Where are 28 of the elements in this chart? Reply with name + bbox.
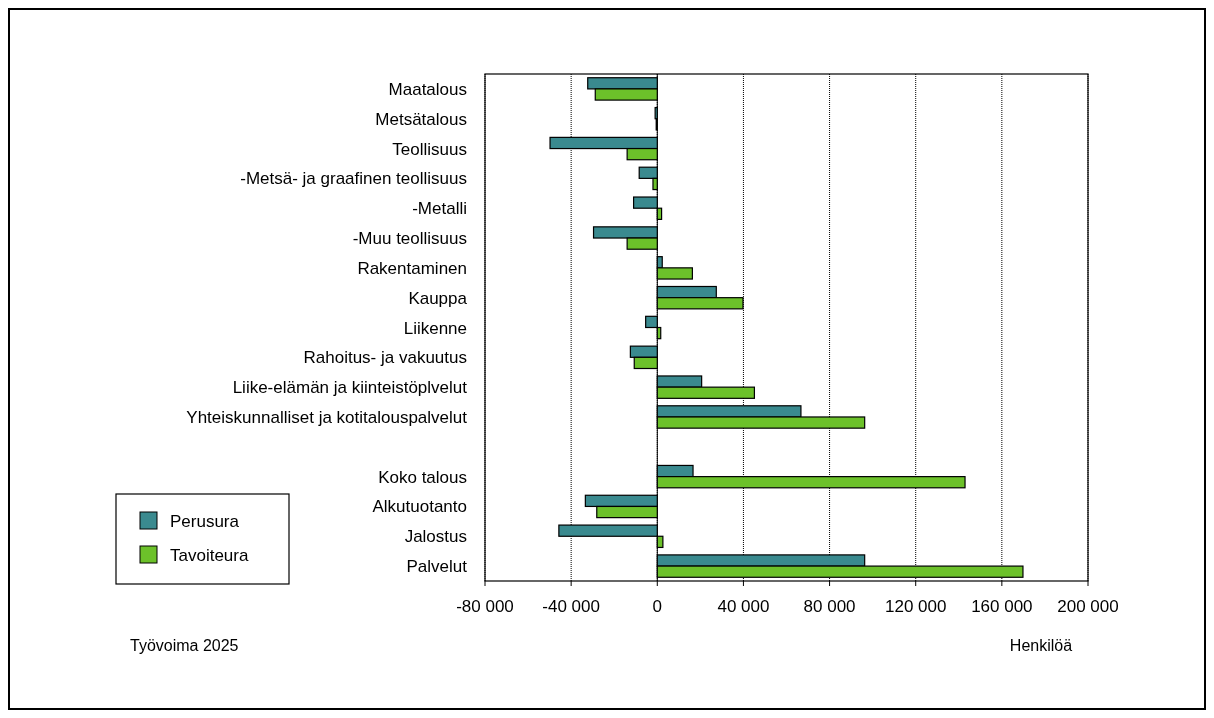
y-tick-label: Liike-elämän ja kiinteistöplvelut [232, 378, 468, 398]
y-tick-label: -Muu teollisuus [352, 229, 467, 249]
y-tick-label: -Metalli [412, 199, 467, 219]
x-tick-label: 160 000 [971, 597, 1033, 616]
x-tick-label: -80 000 [456, 597, 514, 616]
y-tick-label: Rahoitus- ja vakuutus [303, 348, 467, 368]
y-tick-label: Kauppa [408, 288, 468, 308]
legend-label: Perusura [170, 512, 240, 531]
x-tick-label: -40 000 [542, 597, 600, 616]
y-tick-label: Rakentaminen [357, 258, 467, 278]
x-tick-label: 200 000 [1057, 597, 1119, 616]
y-tick-label: Liikenne [403, 318, 467, 338]
y-tick-label: Maatalous [388, 79, 467, 99]
x-tick-label: 40 000 [717, 597, 770, 616]
x-axis-title: Henkilöä [1009, 637, 1073, 654]
y-tick-label: Metsätalous [375, 109, 467, 129]
y-tick-label: Jalostus [404, 527, 467, 547]
y-tick-label: -Metsä- ja graafinen teollisuus [240, 169, 467, 189]
y-tick-label: Teollisuus [392, 139, 467, 159]
y-tick-label: Yhteiskunnalliset ja kotitalouspalvelut [186, 407, 468, 427]
legend-label: Tavoiteura [170, 546, 249, 565]
y-tick-label: Palvelut [406, 557, 468, 577]
y-tick-label: Koko talous [378, 467, 467, 487]
x-tick-label: 120 000 [884, 597, 947, 616]
text: Työvoima 2025 [130, 637, 239, 654]
x-tick-label: 80 000 [803, 597, 856, 616]
x-tick-label: 0 [652, 597, 663, 616]
y-tick-label: Alkutuotanto [372, 497, 467, 517]
